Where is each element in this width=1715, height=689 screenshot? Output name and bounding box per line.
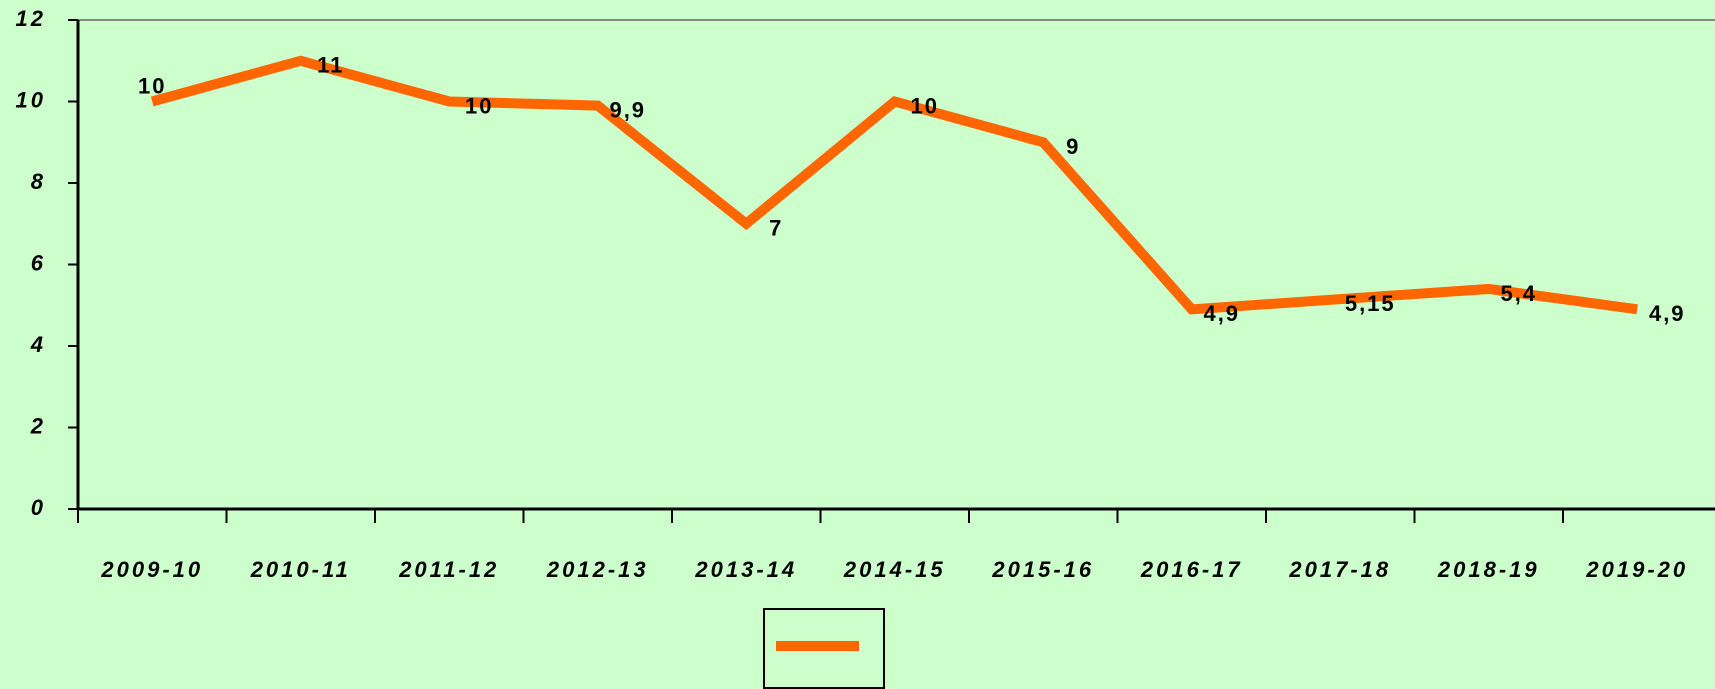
x-tick-label: 2013-14 xyxy=(694,557,797,582)
y-tick-label: 8 xyxy=(31,169,46,194)
y-tick-label: 10 xyxy=(16,87,46,112)
x-tick-label: 2010-11 xyxy=(250,557,351,582)
y-tick-label: 12 xyxy=(16,6,46,31)
y-tick-label: 2 xyxy=(30,413,46,438)
x-tick-label: 2019-20 xyxy=(1585,557,1688,582)
data-label: 7 xyxy=(769,216,783,241)
x-tick-label: 2012-13 xyxy=(546,557,649,582)
data-label: 5,15 xyxy=(1345,291,1396,316)
y-tick-label: 4 xyxy=(30,332,46,357)
data-label: 9,9 xyxy=(609,97,646,122)
data-label: 11 xyxy=(317,53,344,78)
data-label: 10 xyxy=(138,73,166,98)
data-label: 5,4 xyxy=(1500,281,1537,306)
data-label: 9 xyxy=(1066,134,1080,159)
x-tick-label: 2018-19 xyxy=(1437,557,1540,582)
data-label: 4,9 xyxy=(1649,301,1686,326)
y-tick-label: 0 xyxy=(31,495,46,520)
x-tick-label: 2017-18 xyxy=(1288,557,1391,582)
x-tick-label: 2016-17 xyxy=(1140,557,1243,582)
x-tick-label: 2011-12 xyxy=(398,557,499,582)
data-label: 10 xyxy=(911,93,939,118)
x-tick-label: 2014-15 xyxy=(843,557,946,582)
y-tick-label: 6 xyxy=(31,250,46,275)
line xyxy=(150,55,1638,315)
x-tick-label: 2015-16 xyxy=(991,557,1094,582)
data-label: 10 xyxy=(465,93,493,118)
data-label: 4,9 xyxy=(1203,301,1240,326)
x-tick-label: 2009-10 xyxy=(100,557,203,582)
legend-box xyxy=(763,608,885,689)
